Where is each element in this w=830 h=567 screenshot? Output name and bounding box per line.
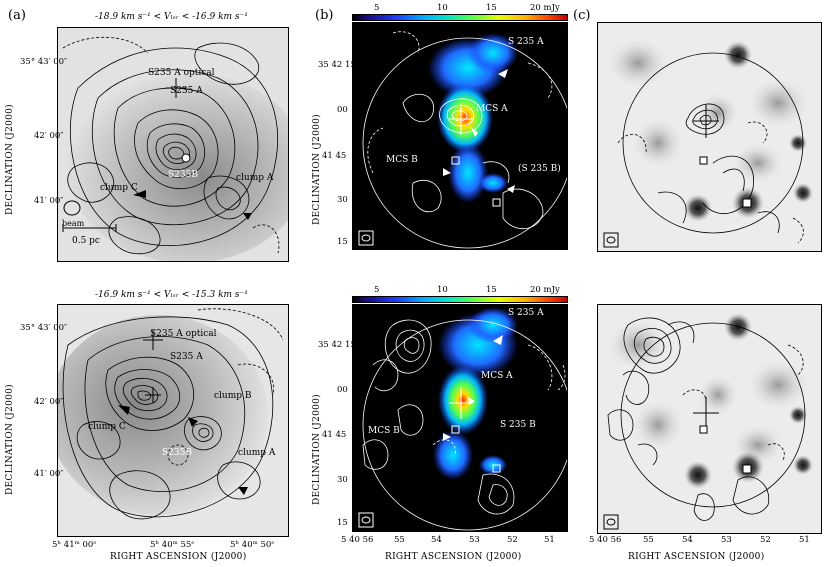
label-s235a-bottom: S235 A bbox=[170, 352, 203, 362]
cbar-bottom-tick-15: 15 bbox=[486, 285, 497, 295]
colorbar-top: 5 10 15 20 mJy bbox=[352, 3, 568, 21]
a-top-dec-tick-3: 41′ 00″ bbox=[34, 196, 64, 206]
xlabel-a: RIGHT ASCENSION (J2000) bbox=[110, 552, 247, 562]
b-ra-tick-3: 54 bbox=[431, 535, 442, 545]
panel-a-top-contours bbox=[58, 28, 288, 261]
b-top-dec-tick-4: 30 bbox=[337, 195, 348, 205]
b-bottom-dec-tick-4: 30 bbox=[337, 475, 348, 485]
label-clump-a-bottom: clump A bbox=[238, 448, 276, 458]
a-ra-tick-3: 5ʰ 40ᵐ 50ˢ bbox=[230, 540, 275, 550]
colorbar-bottom: 5 10 15 20 mJy bbox=[352, 285, 568, 303]
a-bottom-dec-tick-1: 35° 43′ 00″ bbox=[20, 323, 68, 333]
b-bottom-dec-tick-3: 41 45 bbox=[322, 430, 347, 440]
a-top-dec-tick-1: 35° 43′ 00″ bbox=[20, 57, 68, 67]
panel-a-label: (a) bbox=[8, 8, 26, 23]
cbar-bottom-tick-10: 10 bbox=[437, 285, 448, 295]
cbar-top-tick-20: 20 mJy bbox=[530, 3, 560, 13]
label-beam: beam bbox=[62, 219, 85, 228]
panel-b-bottom-image bbox=[358, 307, 567, 531]
a-top-dec-tick-2: 42′ 00″ bbox=[34, 131, 64, 141]
label-b-bottom-s235b: S 235 B bbox=[500, 420, 536, 430]
b-bottom-dec-tick-1: 35 42 15 bbox=[318, 340, 356, 350]
b-top-dec-tick-1: 35 42 15 bbox=[318, 60, 356, 70]
b-top-dec-tick-5: 15 bbox=[337, 237, 348, 247]
label-b-bottom-mcs-a: MCS A bbox=[481, 371, 513, 381]
panel-a-bottom-contours bbox=[58, 305, 288, 536]
a-bottom-dec-tick-2: 42′ 00″ bbox=[34, 397, 64, 407]
xlabel-c: RIGHT ASCENSION (J2000) bbox=[628, 552, 765, 562]
cbar-top-tick-10: 10 bbox=[437, 3, 448, 13]
b-top-dec-tick-3: 41 45 bbox=[322, 151, 347, 161]
c-ra-tick-4: 53 bbox=[721, 535, 732, 545]
c-ra-tick-1: 5 40 56 bbox=[589, 535, 622, 545]
b-bottom-dec-tick-5: 15 bbox=[337, 518, 348, 528]
ylabel-a-top: DECLINATION (J2000) bbox=[5, 104, 15, 215]
a-bottom-dec-tick-3: 41′ 00″ bbox=[34, 469, 64, 479]
ylabel-a-bottom: DECLINATION (J2000) bbox=[5, 384, 15, 495]
b-ra-tick-1: 5 40 56 bbox=[341, 535, 374, 545]
panel-b-bottom-map bbox=[352, 304, 568, 532]
label-b-top-s235a: S 235 A bbox=[508, 37, 544, 47]
panel-b-label: (b) bbox=[315, 8, 334, 23]
cbar-bottom-tick-5: 5 bbox=[374, 285, 380, 295]
label-scale: 0.5 pc bbox=[72, 236, 100, 246]
cbar-top-tick-5: 5 bbox=[374, 3, 380, 13]
panel-c-bottom-map bbox=[597, 304, 822, 534]
label-b-bottom-s235a: S 235 A bbox=[508, 308, 544, 318]
velocity-range-bottom: -16.9 km s⁻¹ < Vₗₛᵣ < -15.3 km s⁻¹ bbox=[95, 290, 248, 300]
panel-c-bottom-image bbox=[598, 305, 821, 533]
label-b-top-mcs-a: MCS A bbox=[476, 104, 508, 114]
label-b-top-s235b: (S 235 B) bbox=[518, 164, 561, 174]
panel-c-top-map bbox=[597, 22, 822, 252]
label-b-top-mcs-b: MCS B bbox=[386, 155, 418, 165]
label-clump-a-top: clump A bbox=[236, 173, 274, 183]
panel-a-top-map bbox=[57, 27, 289, 262]
b-bottom-dec-tick-2: 00 bbox=[337, 385, 348, 395]
label-s235b-bottom: S235B bbox=[162, 448, 192, 458]
panel-b-top-map bbox=[352, 22, 568, 250]
cbar-bottom-tick-20: 20 mJy bbox=[530, 285, 560, 295]
b-ra-tick-6: 51 bbox=[544, 535, 555, 545]
b-top-dec-tick-2: 00 bbox=[337, 105, 348, 115]
b-ra-tick-4: 53 bbox=[469, 535, 480, 545]
ylabel-b-top: DECLINATION (J2000) bbox=[312, 114, 322, 225]
panel-a-bottom-map bbox=[57, 304, 289, 537]
panel-c-label: (c) bbox=[573, 8, 591, 23]
b-ra-tick-2: 55 bbox=[394, 535, 405, 545]
cbar-top-tick-15: 15 bbox=[486, 3, 497, 13]
a-ra-tick-2: 5ʰ 40ᵐ 55ˢ bbox=[150, 540, 195, 550]
label-clump-c-top: clump C bbox=[100, 183, 138, 193]
b-ra-tick-5: 52 bbox=[507, 535, 518, 545]
velocity-range-top: -18.9 km s⁻¹ < Vₗₛᵣ < -16.9 km s⁻¹ bbox=[95, 12, 248, 22]
c-ra-tick-2: 55 bbox=[643, 535, 654, 545]
ylabel-b-bottom: DECLINATION (J2000) bbox=[312, 394, 322, 505]
a-ra-tick-1: 5ʰ 41ᵐ 00ˢ bbox=[52, 540, 97, 550]
panel-c-top-image bbox=[598, 23, 821, 251]
c-ra-tick-6: 51 bbox=[799, 535, 810, 545]
label-clump-c-bottom: clump C bbox=[88, 422, 126, 432]
c-ra-tick-5: 52 bbox=[760, 535, 771, 545]
panel-b-top-image bbox=[358, 31, 567, 249]
label-b-bottom-mcs-b: MCS B bbox=[368, 426, 400, 436]
label-s235a-optical-top: S235 A optical bbox=[148, 68, 215, 78]
c-ra-tick-3: 54 bbox=[682, 535, 693, 545]
label-s235a-optical-bottom: S235 A optical bbox=[150, 329, 217, 339]
label-s235a-top: S235 A bbox=[170, 86, 203, 96]
xlabel-b: RIGHT ASCENSION (J2000) bbox=[385, 552, 522, 562]
label-clump-b-bottom: clump B bbox=[214, 391, 252, 401]
label-s235b-top: S235B bbox=[168, 170, 198, 180]
